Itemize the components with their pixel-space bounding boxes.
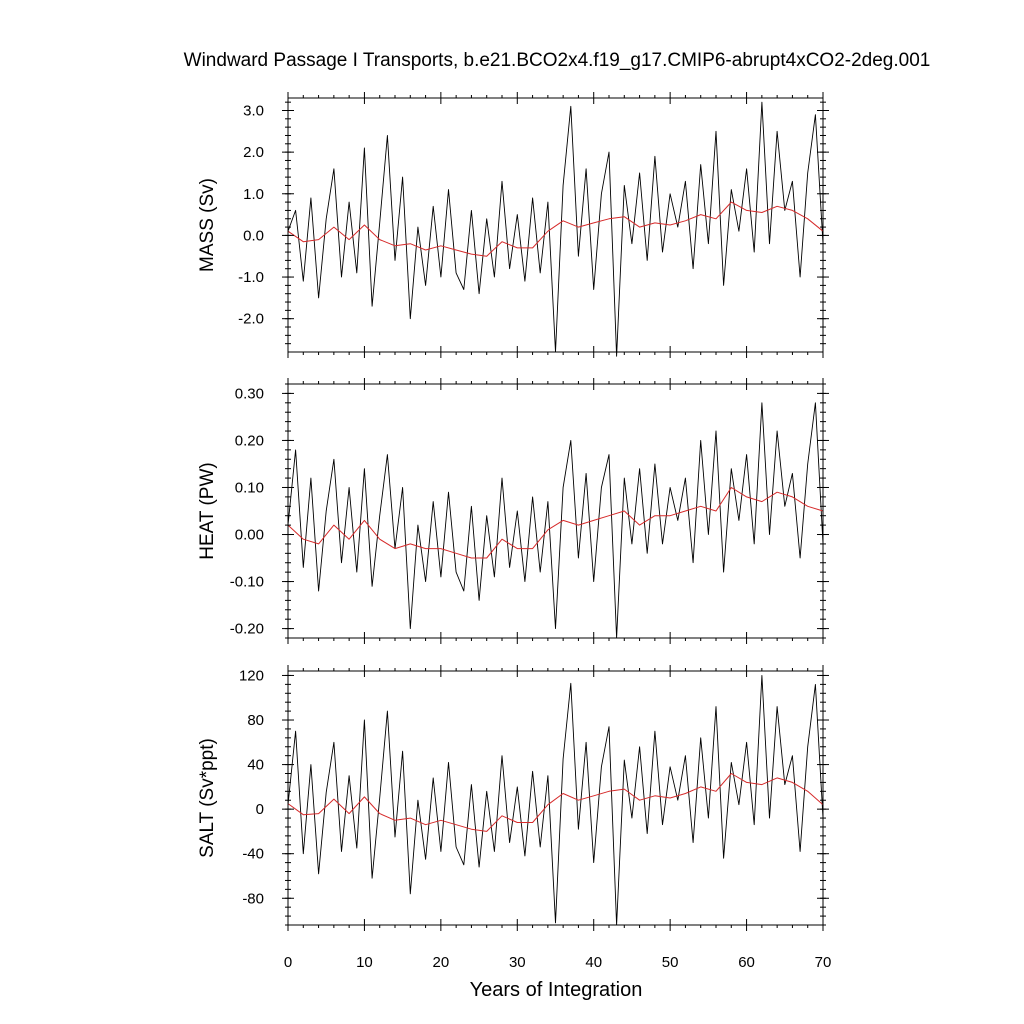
series-line-raw [287,675,824,926]
panel-2: 0.30 0.20 0.10 0.00 -0.10 -0.20 HEAT (PW) [197,378,829,644]
y-tick-label: 80 [247,712,264,729]
x-tick-label: 30 [509,954,526,971]
y-tick-label: -0.10 [230,574,264,591]
x-axis: 0 10 20 30 40 50 60 70 [284,954,832,971]
y-tick-label: 0.10 [235,479,264,496]
series-line-raw [287,402,824,639]
series-line-smoothed [287,487,824,559]
y-tick-label: 1.0 [243,186,264,203]
y-tick-label: -80 [242,890,264,907]
y-tick-label: 40 [247,757,264,774]
panel-1: 3.0 2.0 1.0 0.0 -1.0 -2.0 MASS (Sv) [197,92,829,358]
x-tick-label: 70 [815,954,832,971]
plot-panels: 3.0 2.0 1.0 0.0 -1.0 -2.0 MASS (Sv) 0.30 0.20 0.1… [197,92,829,931]
y-axis-label: SALT (Sv*ppt) [197,738,218,858]
series-line-smoothed [287,201,824,257]
x-tick-label: 40 [585,954,602,971]
x-axis-label: Years of Integration [470,979,643,1001]
y-tick-label: -0.20 [230,621,264,638]
y-tick-label: -40 [242,846,264,863]
plot-frame [287,97,824,353]
x-tick-label: 0 [284,954,292,971]
y-tick-label: 0 [256,801,264,818]
y-tick-label: 0.00 [235,527,264,544]
x-tick-label: 60 [738,954,755,971]
series-line-smoothed [287,773,824,832]
panel-3: 120 80 40 0 -40 -80 SALT (Sv*ppt) [197,665,829,931]
plot-frame [287,383,824,639]
x-tick-label: 20 [433,954,450,971]
y-tick-label: -2.0 [238,311,264,328]
plot-frame [287,670,824,926]
y-tick-label: 3.0 [243,102,264,119]
y-tick-label: 0.20 [235,432,264,449]
x-tick-label: 10 [356,954,373,971]
y-axis-label: MASS (Sv) [197,178,218,272]
chart-title: Windward Passage I Transports, b.e21.BCO… [184,50,931,71]
y-tick-label: 0.0 [243,227,264,244]
x-tick-label: 50 [662,954,679,971]
y-tick-label: 0.30 [235,385,264,402]
y-tick-label: 2.0 [243,144,264,161]
y-tick-label: 120 [239,667,264,684]
y-tick-label: -1.0 [238,269,264,286]
y-axis-label: HEAT (PW) [197,462,218,559]
